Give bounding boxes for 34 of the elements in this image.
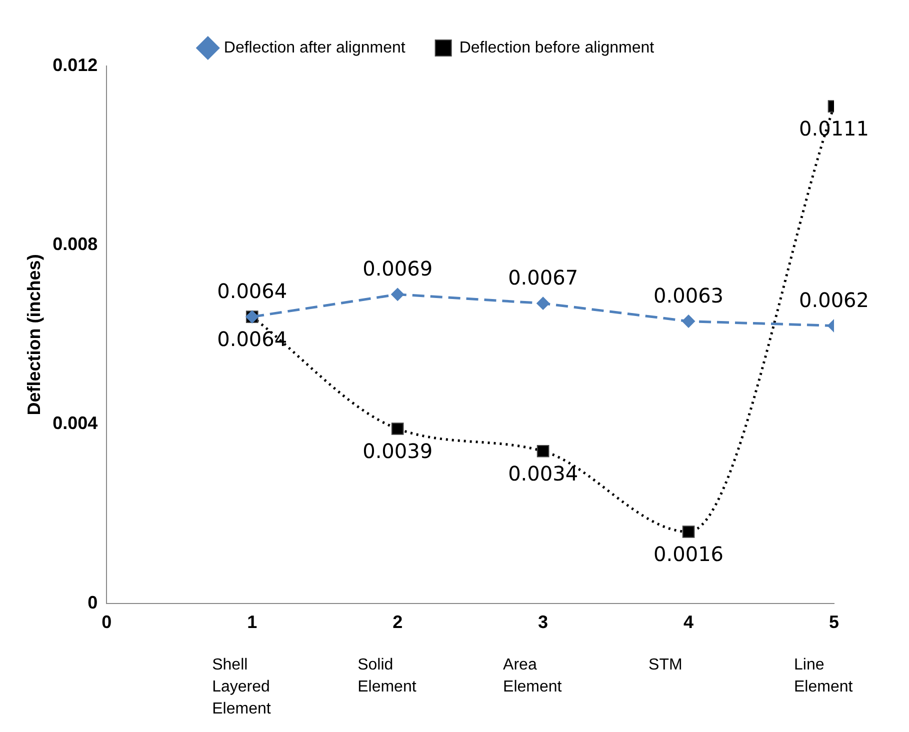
data-label: 0.0034 <box>508 461 578 486</box>
legend-label: Deflection after alignment <box>224 39 406 56</box>
data-label: 0.0062 <box>799 288 869 312</box>
data-label: 0.0064 <box>217 326 288 351</box>
x-tick-label: 5 <box>828 612 840 632</box>
x-tick-label: 1 <box>247 612 258 632</box>
y-tick-label: 0.012 <box>52 54 98 75</box>
x-tick-label: 4 <box>684 612 694 632</box>
x-tick-label: 0 <box>102 612 112 632</box>
x-tick-label: 3 <box>538 612 548 632</box>
x-tick-label: 2 <box>392 612 403 632</box>
text: Shell Layered Element <box>212 656 272 718</box>
text: Area Element <box>503 656 562 696</box>
text: Solid Element <box>358 656 417 696</box>
data-label: 0.0064 <box>217 278 288 303</box>
point <box>682 314 696 328</box>
y-axis-title: Deflection (inches) <box>24 254 44 416</box>
data-label: 0.0063 <box>654 283 724 308</box>
point <box>391 288 404 301</box>
data-label: 0.0039 <box>362 438 433 463</box>
y-tick-label: 0 <box>88 592 98 612</box>
data-label: 0.0016 <box>654 542 724 566</box>
y-tick-label: 0.004 <box>52 413 98 434</box>
data-label: 0.0067 <box>508 266 578 290</box>
data-label: 0.0069 <box>362 256 433 281</box>
y-tick-label: 0.008 <box>52 234 98 254</box>
legend-label: Deflection before alignment <box>459 39 655 56</box>
text: Line Element <box>794 656 854 696</box>
text: STM <box>648 656 682 674</box>
data-label: 0.0111 <box>799 116 869 141</box>
point <box>536 296 550 310</box>
point <box>682 526 695 538</box>
point <box>391 422 404 435</box>
point <box>536 444 550 458</box>
